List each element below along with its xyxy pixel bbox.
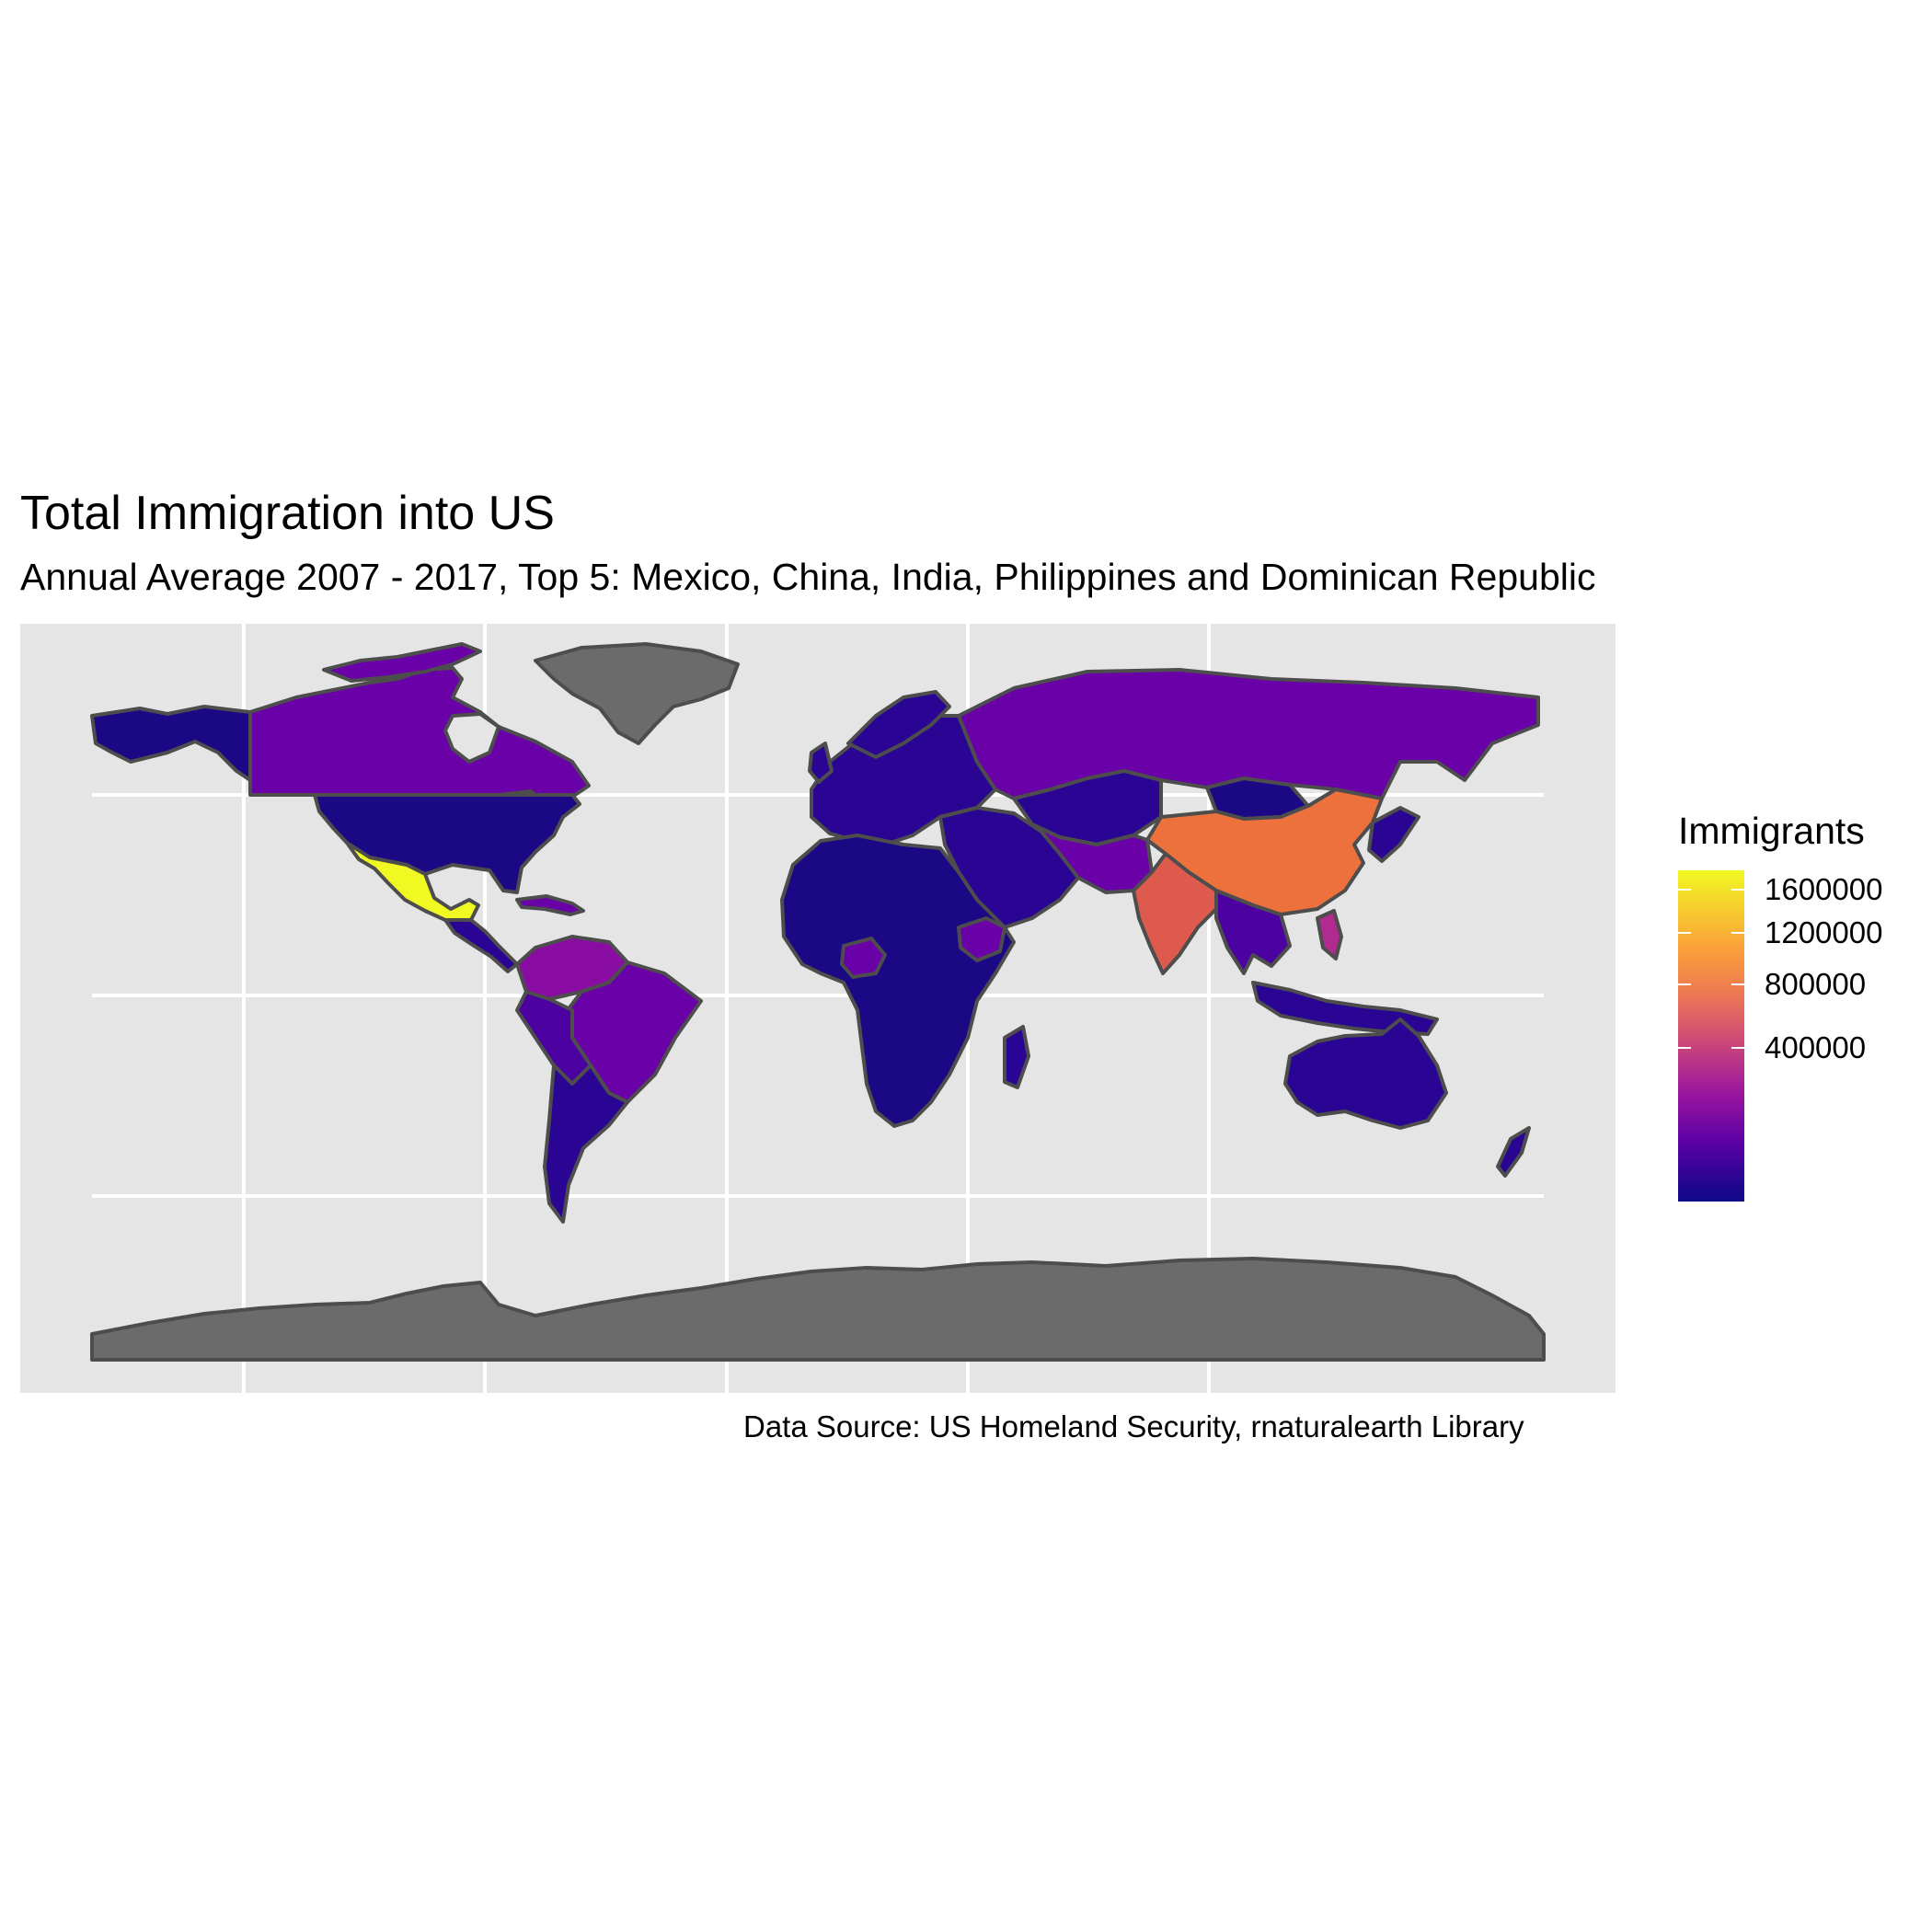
region-mexico — [345, 841, 480, 922]
map-caption: Data Source: US Homeland Security, rnatu… — [743, 1409, 1524, 1443]
legend-tick-mark — [1678, 932, 1691, 934]
legend-tick-mark — [1678, 983, 1691, 985]
region-scandinavia — [846, 690, 951, 759]
world-map — [90, 624, 1546, 1393]
region-nigeria — [840, 937, 887, 979]
legend-colorbar — [1678, 870, 1744, 1202]
region-southern-cone — [543, 1064, 629, 1224]
region-new-zealand — [1496, 1126, 1531, 1178]
legend-tick-mark — [1731, 983, 1744, 985]
region-australia — [1283, 1018, 1448, 1130]
region-central-america — [443, 918, 519, 973]
region-uk — [808, 742, 834, 784]
region-africa — [780, 834, 1016, 1128]
region-india — [1132, 852, 1218, 975]
legend-label-1200000: 1200000 — [1765, 915, 1883, 949]
region-madagascar — [1003, 1025, 1030, 1089]
region-greenland — [534, 642, 740, 745]
legend-label-400000: 400000 — [1765, 1030, 1867, 1064]
region-caribbean — [515, 894, 585, 916]
region-southeast-asia — [1214, 889, 1292, 975]
region-usa — [313, 793, 581, 894]
legend-gradient — [1678, 870, 1744, 1202]
legend-tick-mark — [1678, 889, 1691, 891]
legend-label-800000: 800000 — [1765, 967, 1867, 1001]
legend-tick-mark — [1678, 1047, 1691, 1049]
legend-tick-mark — [1731, 889, 1744, 891]
region-ethiopia — [957, 916, 1006, 962]
legend-tick-mark — [1731, 1047, 1744, 1049]
region-indonesia — [1251, 981, 1439, 1036]
region-philippines — [1316, 909, 1343, 960]
region-japan — [1367, 806, 1420, 863]
map-subtitle: Annual Average 2007 - 2017, Top 5: Mexic… — [20, 556, 1596, 598]
region-canada — [248, 666, 591, 804]
legend-title: Immigrants — [1678, 810, 1865, 852]
region-antarctica — [90, 1257, 1546, 1362]
hudson-bay — [443, 712, 500, 764]
region-arctic-islands — [322, 642, 482, 683]
map-panel — [20, 624, 1616, 1393]
legend-label-1600000: 1600000 — [1765, 872, 1883, 906]
map-title: Total Immigration into US — [20, 487, 555, 540]
legend-tick-mark — [1731, 932, 1744, 934]
region-alaska — [90, 705, 252, 782]
